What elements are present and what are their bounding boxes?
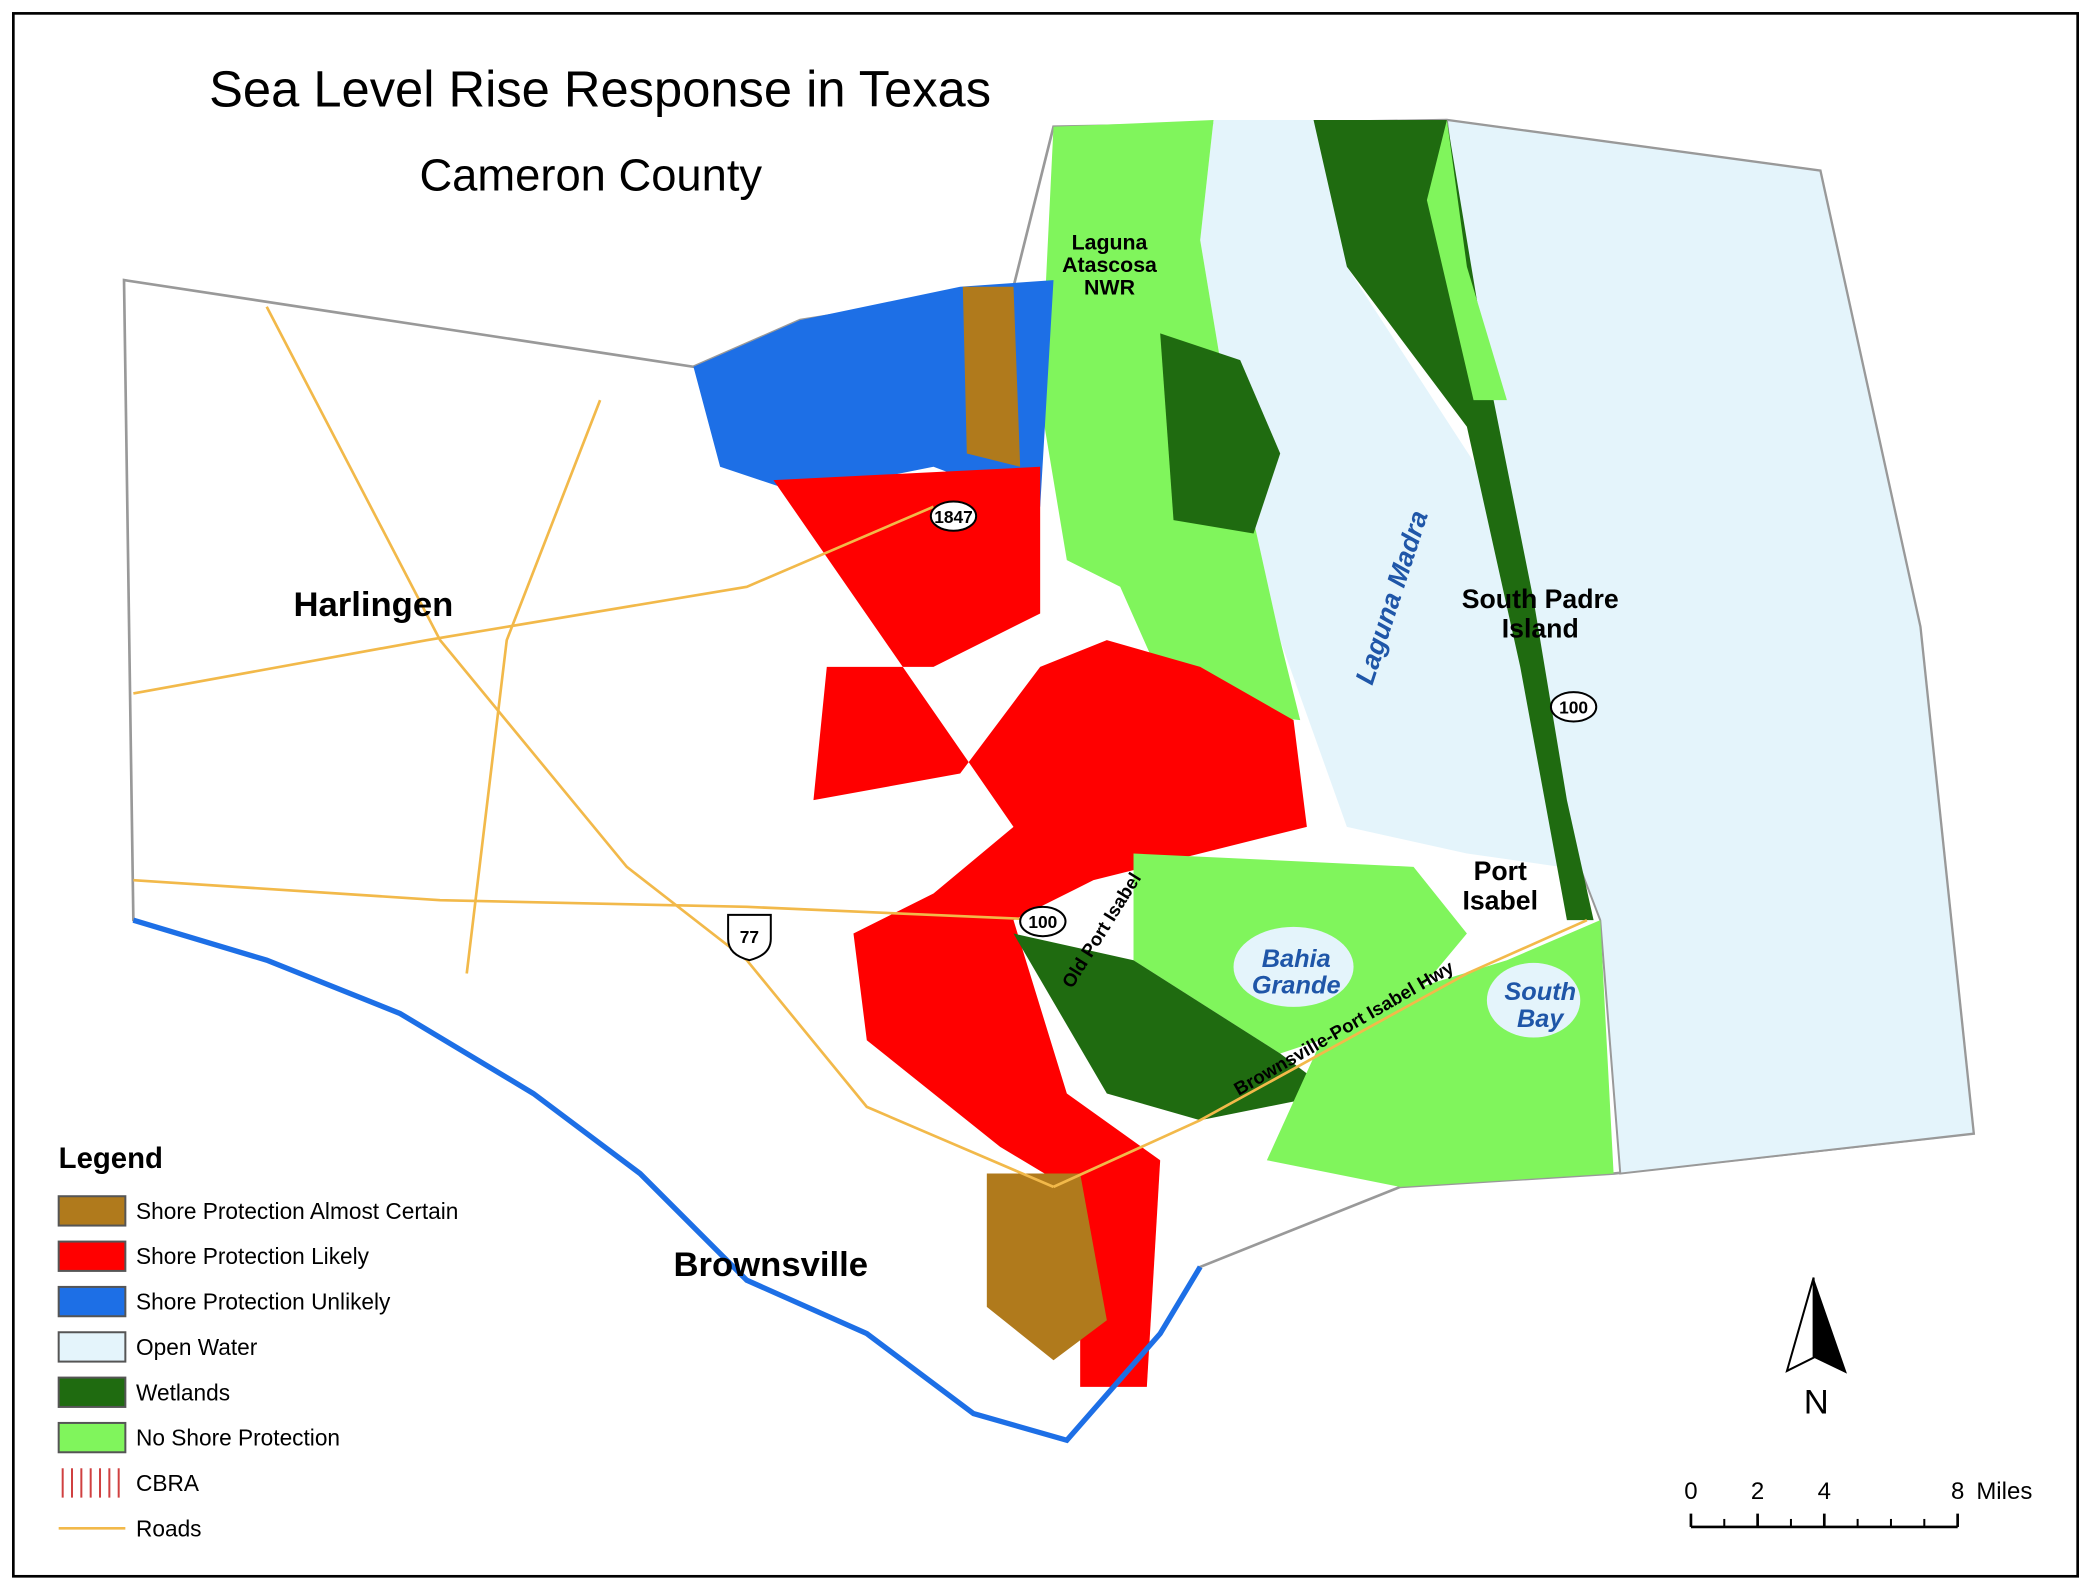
north-label: N: [1804, 1384, 1829, 1422]
place-label-line: Isabel: [1462, 886, 1538, 916]
legend-title: Legend: [59, 1142, 163, 1175]
map-title: Sea Level Rise Response in Texas: [209, 61, 991, 118]
place-label-line: NWR: [1084, 276, 1135, 300]
bahia-grande-water: [1233, 926, 1354, 1007]
place-label: South Padre Island: [1462, 584, 1619, 643]
legend-swatch: [57, 1195, 127, 1227]
place-label: Brownsville: [674, 1246, 869, 1284]
protection-unlikely: [693, 280, 1054, 507]
place-label-line: South Padre: [1462, 584, 1619, 614]
shield-state: [929, 500, 978, 532]
map-shapes: [122, 118, 1976, 1444]
shield-state: [1019, 905, 1067, 938]
brownsville-certain: [986, 1173, 1107, 1361]
shield-label: 1847: [934, 507, 973, 527]
legend-label: Wetlands: [136, 1379, 230, 1405]
legend-swatch: [57, 1421, 127, 1454]
shield-label: 100: [1028, 912, 1057, 932]
place-label-line: Brownsville: [674, 1246, 869, 1284]
place-label-line: Bay: [1517, 1005, 1565, 1033]
protection-certain: [962, 286, 1021, 467]
place-label-line: South: [1504, 978, 1576, 1006]
scale-label: 2: [1751, 1478, 1764, 1505]
laguna-madre: [1200, 120, 1561, 867]
legend-label: Shore Protection Likely: [136, 1243, 370, 1269]
route-shields: 1847 100 100 77: [727, 500, 1598, 962]
north-arrow: N: [1785, 1277, 1847, 1422]
north-arrow-right: [1813, 1277, 1847, 1374]
roads: [133, 306, 1588, 1189]
place-label: South Bay: [1504, 978, 1576, 1033]
place-label-line: Grande: [1252, 972, 1341, 1000]
legend-label: CBRA: [136, 1470, 200, 1496]
legend-label: Shore Protection Almost Certain: [136, 1198, 458, 1224]
scale-bar: Miles 0 2 4 8: [1684, 1478, 2032, 1529]
place-label-line: Laguna: [1072, 230, 1148, 254]
south-bay-water: [1486, 962, 1581, 1038]
shield-state: [1549, 691, 1598, 723]
legend-label: Roads: [136, 1515, 202, 1541]
scale-label: 8: [1951, 1478, 1964, 1505]
place-label-line: Harlingen: [293, 586, 453, 624]
place-label: Harlingen: [293, 586, 453, 624]
shield-us: [727, 913, 772, 962]
rio-grande: [132, 917, 1203, 1444]
scale-label: 4: [1818, 1478, 1831, 1505]
legend-swatch: [57, 1376, 127, 1408]
frame: [12, 12, 2079, 1578]
legend-swatch: [57, 1331, 127, 1363]
legend-swatch: [57, 1240, 127, 1272]
place-label: Laguna Atascosa NWR: [1062, 230, 1157, 299]
shield-label: 100: [1559, 697, 1588, 717]
protection-likely-south: [1080, 1160, 1161, 1387]
wetlands-south: [1013, 933, 1334, 1121]
legend-label: Shore Protection Unlikely: [136, 1289, 391, 1315]
island-green: [1426, 120, 1507, 401]
legend-swatch: [57, 1285, 127, 1318]
legend: Legend Shore Protection Almost Certain Sh…: [57, 1142, 458, 1541]
place-label-line: Island: [1502, 613, 1579, 643]
map-subtitle: Cameron County: [419, 150, 762, 201]
place-label-line: Port: [1474, 856, 1527, 886]
place-label: Port Isabel: [1462, 856, 1538, 915]
shield-label: 77: [740, 927, 759, 947]
protection-likely: [773, 466, 1307, 1187]
legend-label: Open Water: [136, 1334, 258, 1360]
scale-label: 0: [1684, 1478, 1697, 1505]
place-label: Bahia Grande: [1252, 945, 1341, 1000]
scale-unit: Miles: [1976, 1478, 2032, 1505]
place-label-line: Atascosa: [1062, 253, 1157, 277]
place-label-line: Bahia: [1262, 945, 1331, 973]
legend-label: No Shore Protection: [136, 1425, 340, 1451]
